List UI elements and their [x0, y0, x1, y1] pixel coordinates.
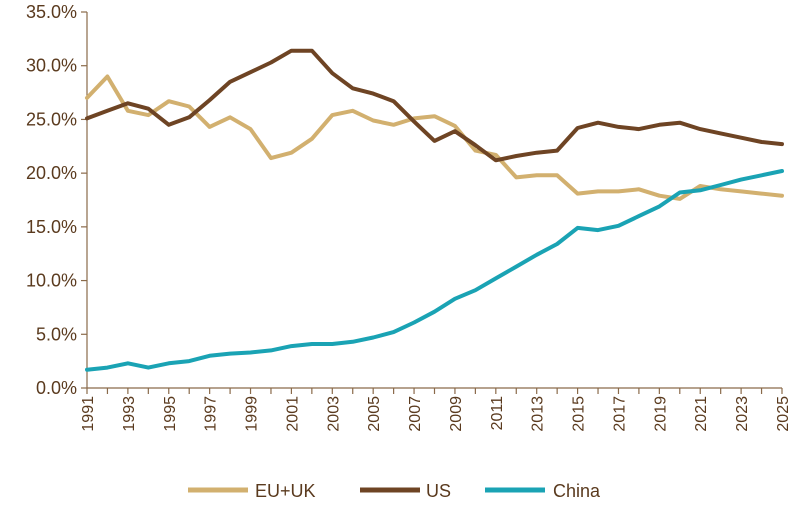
x-tick-label: 2015	[571, 396, 588, 432]
x-tick-label: 2011	[489, 396, 506, 431]
y-tick-label: 15.0%	[26, 217, 77, 237]
legend-label-china: China	[553, 481, 601, 501]
y-tick-label: 10.0%	[26, 271, 77, 291]
y-tick-label: 25.0%	[26, 109, 77, 129]
y-axis: 0.0% 5.0% 10.0% 15.0% 20.0% 25.0% 30.0% 35.0%	[26, 2, 88, 398]
x-tick-label: 2017	[611, 396, 628, 432]
x-tick-label: 1997	[203, 396, 220, 432]
y-tick-label: 20.0%	[26, 163, 77, 183]
x-tick-label: 2009	[448, 396, 465, 432]
y-tick-label: 5.0%	[36, 324, 77, 344]
x-tick-label: 2019	[652, 396, 669, 432]
x-axis: 1991 1993 1995 1997 1999 2001 2003 2005 2007 2009…	[80, 387, 792, 432]
x-tick-label: 2001	[284, 396, 301, 432]
x-tick-label: 2025	[775, 396, 792, 432]
series-line-china	[85, 169, 784, 372]
x-tick-label: 2003	[325, 396, 342, 432]
y-tick-label: 35.0%	[26, 2, 77, 22]
series-line-us	[85, 48, 784, 163]
legend-label-eu-uk: EU+UK	[255, 481, 316, 501]
y-tick-label: 30.0%	[26, 56, 77, 76]
series-line-eu-uk	[85, 74, 784, 201]
x-tick-label: 2005	[366, 396, 383, 432]
x-tick-label: 2007	[407, 396, 424, 432]
x-tick-label: 1995	[162, 396, 179, 432]
x-tick-label: 1993	[121, 396, 138, 432]
legend: EU+UK US China	[188, 481, 601, 501]
x-tick-label: 2023	[734, 396, 751, 432]
x-tick-label: 1991	[80, 396, 97, 432]
x-tick-label: 1999	[244, 396, 261, 432]
y-tick-label: 0.0%	[36, 378, 77, 398]
legend-label-us: US	[426, 481, 451, 501]
plot-lines	[85, 48, 784, 372]
x-tick-label: 2013	[530, 396, 547, 432]
x-tick-label: 2021	[693, 396, 710, 432]
